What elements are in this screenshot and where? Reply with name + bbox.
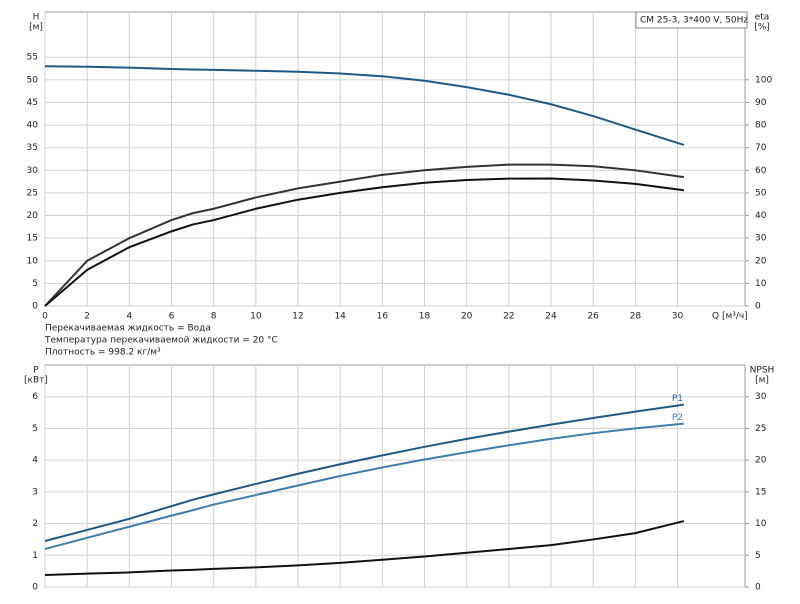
y-tick-label: 30	[27, 166, 39, 176]
y-tick-label: 20	[27, 211, 39, 221]
y-tick-label: 2	[32, 519, 38, 529]
y-tick-label: 3	[32, 487, 38, 497]
note: Перекачиваемая жидкость = Вода	[45, 324, 211, 334]
y-tick-label: 10	[27, 256, 39, 266]
y-tick-label: 40	[27, 121, 39, 131]
y2-tick-label: 20	[755, 256, 767, 266]
x-tick-label: 24	[545, 312, 557, 322]
curve	[44, 520, 685, 576]
y-axis-title: P	[33, 366, 39, 376]
y-axis-unit: [кВт]	[24, 376, 48, 386]
y2-tick-label: 70	[755, 143, 767, 153]
y2-tick-label: 50	[755, 188, 767, 198]
y2-tick-label: 40	[755, 211, 767, 221]
x-tick-label: 10	[250, 312, 262, 322]
curve-label: P2	[672, 413, 683, 423]
y2-axis-title: eta	[755, 13, 770, 23]
y-tick-label: 4	[32, 456, 38, 466]
y-axis-unit: [м]	[29, 23, 43, 33]
y2-axis-title: NPSH	[750, 366, 775, 376]
x-tick-label: 12	[292, 312, 303, 322]
annotation: CM 25-3, 3*400 V, 50Hz	[640, 16, 748, 26]
y-tick-label: 55	[27, 53, 38, 63]
note: Плотность = 998.2 кг/м³	[45, 348, 161, 358]
curve	[44, 403, 684, 542]
x-tick-label: 2	[84, 312, 90, 322]
y2-tick-label: 10	[755, 279, 767, 289]
curve	[44, 65, 685, 146]
plot-area	[44, 364, 746, 588]
y-tick-label: 35	[27, 143, 38, 153]
y-tick-label: 5	[32, 279, 38, 289]
x-tick-label: 14	[334, 312, 346, 322]
x-tick-label: 0	[42, 312, 48, 322]
y2-tick-label: 80	[755, 121, 767, 131]
y2-tick-label: 15	[755, 487, 766, 497]
y-tick-label: 5	[32, 424, 38, 434]
plot-area	[44, 11, 746, 307]
x-tick-label: 18	[419, 312, 431, 322]
curve	[44, 177, 684, 307]
x-tick-label: 6	[169, 312, 175, 322]
x-tick-label: 20	[461, 312, 473, 322]
x-tick-label: 16	[377, 312, 389, 322]
y-tick-label: 45	[27, 98, 38, 108]
y2-axis-unit: [м]	[755, 376, 769, 386]
y-tick-label: 50	[27, 75, 39, 85]
x-axis-title: Q [м³/ч]	[712, 312, 748, 322]
y2-tick-label: 0	[755, 583, 761, 593]
x-tick-label: 26	[587, 312, 599, 322]
y-tick-label: 6	[32, 392, 38, 402]
x-tick-label: 22	[503, 312, 514, 322]
y-axis-title: H	[33, 13, 40, 23]
y2-tick-label: 100	[755, 75, 772, 85]
y2-tick-label: 30	[755, 392, 767, 402]
y2-tick-label: 30	[755, 234, 767, 244]
y-tick-label: 0	[32, 583, 38, 593]
curve	[44, 422, 684, 550]
y-tick-label: 25	[27, 188, 38, 198]
y2-tick-label: 5	[755, 551, 761, 561]
y2-tick-label: 25	[755, 424, 766, 434]
y2-tick-label: 90	[755, 98, 767, 108]
x-tick-label: 28	[630, 312, 642, 322]
y-tick-label: 1	[32, 551, 38, 561]
x-tick-label: 4	[126, 312, 132, 322]
x-tick-label: 30	[672, 312, 684, 322]
annotation-box	[635, 11, 748, 29]
y2-tick-label: 20	[755, 456, 767, 466]
y2-tick-label: 0	[755, 302, 761, 312]
y2-tick-label: 60	[755, 166, 767, 176]
y2-tick-label: 10	[755, 519, 767, 529]
y-tick-label: 0	[32, 302, 38, 312]
note: Температура перекачиваемой жидкости = 20…	[44, 336, 278, 346]
y-tick-label: 15	[27, 234, 38, 244]
curve	[44, 163, 684, 307]
curve-label: P1	[672, 394, 683, 404]
y2-axis-unit: [%]	[754, 23, 770, 33]
x-tick-label: 8	[211, 312, 217, 322]
